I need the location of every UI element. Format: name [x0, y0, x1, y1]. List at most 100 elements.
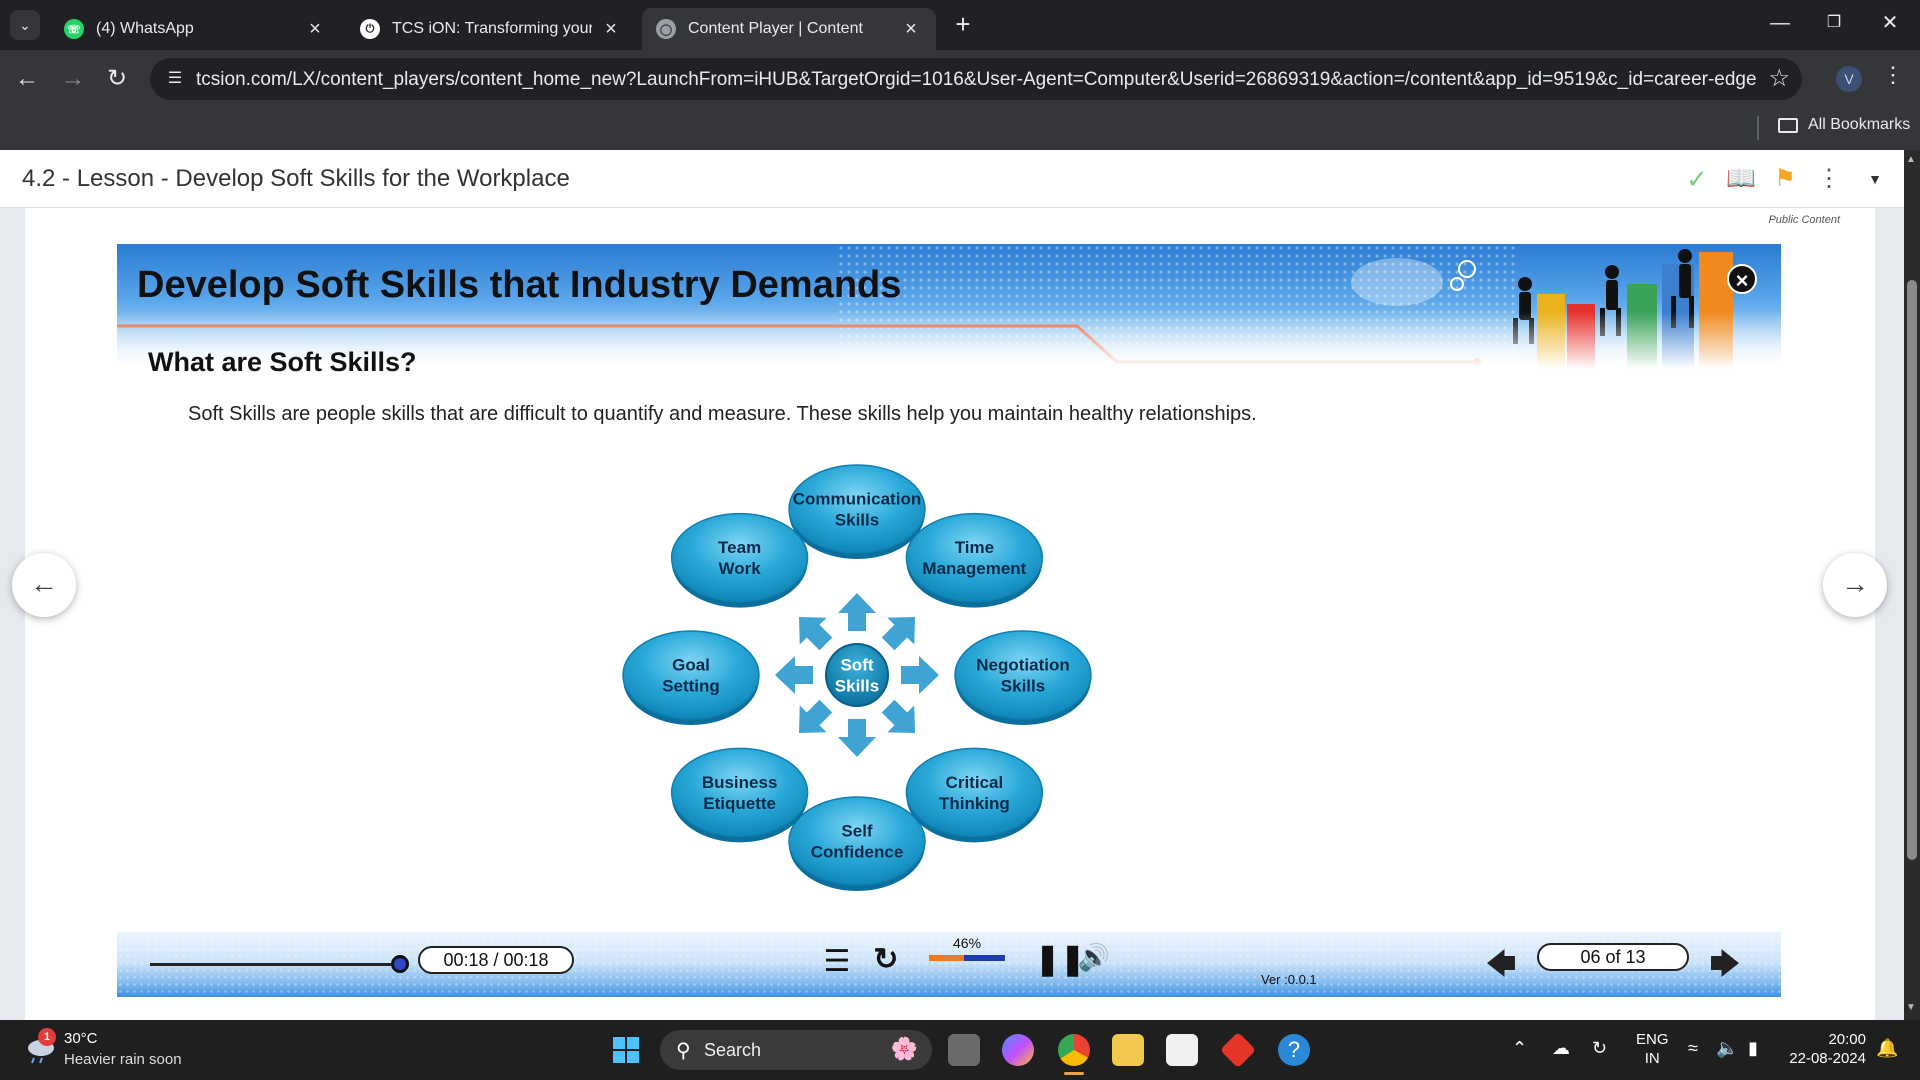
close-tab-icon[interactable]: ×	[905, 17, 917, 40]
tab-whatsapp[interactable]: ☏ (4) WhatsApp ×	[50, 8, 340, 50]
chrome-active-indicator	[1064, 1072, 1084, 1075]
help-icon[interactable]: ?	[1278, 1034, 1310, 1066]
battery-icon[interactable]: ▮	[1748, 1038, 1758, 1058]
skill-bubble-shape	[788, 464, 926, 554]
skill-label: Self	[841, 821, 873, 840]
skill-label: Etiquette	[703, 794, 776, 813]
search-placeholder: Search	[704, 1040, 762, 1060]
site-info-icon[interactable]: ☰	[167, 70, 183, 87]
close-tab-icon[interactable]: ×	[605, 17, 617, 40]
skill-arrow	[881, 617, 915, 651]
browser-toolbar: ← → ↻ ☰ tcsion.com/LX/content_players/co…	[0, 50, 1920, 108]
volume-level	[929, 955, 964, 961]
url-text[interactable]: tcsion.com/LX/content_players/content_ho…	[196, 69, 1756, 90]
skill-label: Work	[719, 559, 762, 578]
seek-handle[interactable]	[391, 955, 409, 973]
microsoft-store-icon[interactable]	[1166, 1034, 1198, 1066]
dropdown-caret-icon[interactable]: ▼	[1868, 171, 1882, 187]
slide-title: Develop Soft Skills that Industry Demand…	[137, 264, 902, 306]
skill-arrow	[838, 593, 876, 631]
version-label: Ver :0.0.1	[1261, 972, 1317, 987]
office-app-icon[interactable]	[1219, 1031, 1257, 1069]
tab-tcs-ion[interactable]: ⏻ TCS iON: Transforming your Wo ×	[346, 8, 636, 50]
menu-list-icon[interactable]: ☰	[823, 945, 851, 978]
weather-description[interactable]: Heavier rain soon	[64, 1051, 182, 1068]
clock-time: 20:00	[1828, 1031, 1866, 1048]
skill-bubble: Negotiation Skills	[954, 630, 1092, 725]
temperature[interactable]: 30°C	[64, 1030, 98, 1047]
bookmark-star-icon[interactable]: ☆	[1768, 65, 1790, 92]
scroll-down-icon[interactable]: ▼	[1906, 1002, 1916, 1013]
wifi-icon[interactable]: ≈	[1688, 1038, 1698, 1058]
reload-icon[interactable]: ↻	[106, 65, 128, 92]
skill-label: Negotiation	[976, 655, 1070, 674]
windows-start-icon[interactable]	[610, 1034, 642, 1066]
language-indicator[interactable]: ENG IN	[1636, 1030, 1669, 1068]
skill-label: Confidence	[811, 842, 904, 861]
minimize-icon[interactable]: —	[1770, 12, 1790, 34]
windows-taskbar: 1 30°C Heavier rain soon ⚲ Search 🌸 ? ⌃ …	[0, 1020, 1920, 1080]
task-view-icon[interactable]	[948, 1034, 980, 1066]
search-icon: ⚲	[676, 1040, 691, 1062]
speaker-icon[interactable]: 🔈	[1716, 1038, 1739, 1058]
skill-bubble: Critical Thinking	[905, 747, 1044, 843]
bookmark-icon[interactable]: ⚑	[1774, 165, 1796, 192]
browser-menu-icon[interactable]: ⋮	[1882, 62, 1904, 87]
next-slide-icon[interactable]: 🡆	[1709, 948, 1741, 981]
soft-skills-diagram: Communication Skills Time Management Negotia…	[622, 464, 1092, 891]
scroll-up-icon[interactable]: ▲	[1906, 154, 1916, 165]
skill-label: Business	[702, 773, 778, 792]
next-page-button[interactable]: →	[1823, 553, 1887, 617]
skill-bubble: Goal Setting	[622, 630, 760, 725]
refresh-sync-icon[interactable]: ↻	[1592, 1038, 1608, 1058]
tab-search-chevron-icon[interactable]: ⌄	[10, 10, 40, 40]
previous-slide-icon[interactable]: 🡄	[1485, 948, 1517, 981]
tab-title: Content Player | Content	[688, 20, 863, 37]
scrollbar-thumb[interactable]	[1907, 280, 1917, 860]
skill-bubble: Self Confidence	[788, 796, 926, 891]
address-bar[interactable]: ☰ tcsion.com/LX/content_players/content_…	[150, 58, 1802, 100]
close-tab-icon[interactable]: ×	[309, 17, 321, 40]
restore-icon[interactable]: ❐	[1826, 14, 1842, 31]
skill-label: Communication	[793, 489, 921, 508]
banner-molecule-icon	[1450, 277, 1464, 291]
new-tab-button[interactable]: +	[955, 9, 971, 39]
chrome-icon[interactable]	[1058, 1034, 1090, 1066]
volume-slider[interactable]	[929, 955, 1005, 961]
slide-banner: Develop Soft Skills that Industry Demand…	[117, 244, 1781, 369]
clock-date: 22-08-2024	[1789, 1050, 1866, 1067]
close-player-icon[interactable]: ×	[1727, 264, 1757, 294]
globe-icon: ◯	[656, 19, 676, 39]
notification-bell-icon[interactable]: 🔔	[1876, 1038, 1899, 1058]
forward-icon[interactable]: →	[61, 65, 85, 92]
book-icon[interactable]: 📖	[1726, 165, 1756, 192]
seek-bar[interactable]	[150, 963, 400, 966]
close-window-icon[interactable]: ✕	[1881, 12, 1899, 34]
cloud-sync-icon[interactable]: ☁	[1552, 1038, 1570, 1058]
replay-icon[interactable]: ↻	[873, 943, 899, 976]
section-heading: What are Soft Skills?	[148, 347, 417, 377]
volume-icon[interactable]: 🔊	[1077, 942, 1111, 972]
more-options-icon[interactable]: ⋮	[1817, 165, 1841, 192]
skill-bubble-shape	[670, 747, 809, 838]
copilot-icon[interactable]	[1002, 1034, 1034, 1066]
search-highlight-icon: 🌸	[890, 1036, 918, 1061]
file-explorer-icon[interactable]	[1112, 1034, 1144, 1066]
system-clock[interactable]: 20:00 22-08-2024	[1786, 1030, 1866, 1068]
banner-molecule-icon	[1458, 260, 1476, 278]
profile-avatar[interactable]: V	[1836, 66, 1862, 92]
all-bookmarks-button[interactable]: All Bookmarks	[1778, 116, 1910, 134]
taskbar-search-box[interactable]: ⚲ Search 🌸	[660, 1030, 932, 1070]
previous-page-button[interactable]: ←	[12, 553, 76, 617]
completed-check-icon[interactable]: ✓	[1686, 164, 1708, 194]
volume-percent: 46%	[953, 935, 982, 951]
course-player: Develop Soft Skills that Industry Demand…	[117, 244, 1781, 997]
skill-label: Management	[922, 559, 1026, 578]
pause-icon[interactable]: ❚❚	[1035, 943, 1086, 976]
skill-bubble-shape	[905, 747, 1044, 838]
skill-label: Skills	[835, 510, 879, 529]
show-hidden-icons-icon[interactable]: ⌃	[1512, 1038, 1528, 1058]
page-scrollbar[interactable]: ▲ ▼	[1904, 150, 1920, 1020]
tab-content-player[interactable]: ◯ Content Player | Content ×	[642, 8, 936, 50]
back-icon[interactable]: ←	[15, 65, 39, 92]
